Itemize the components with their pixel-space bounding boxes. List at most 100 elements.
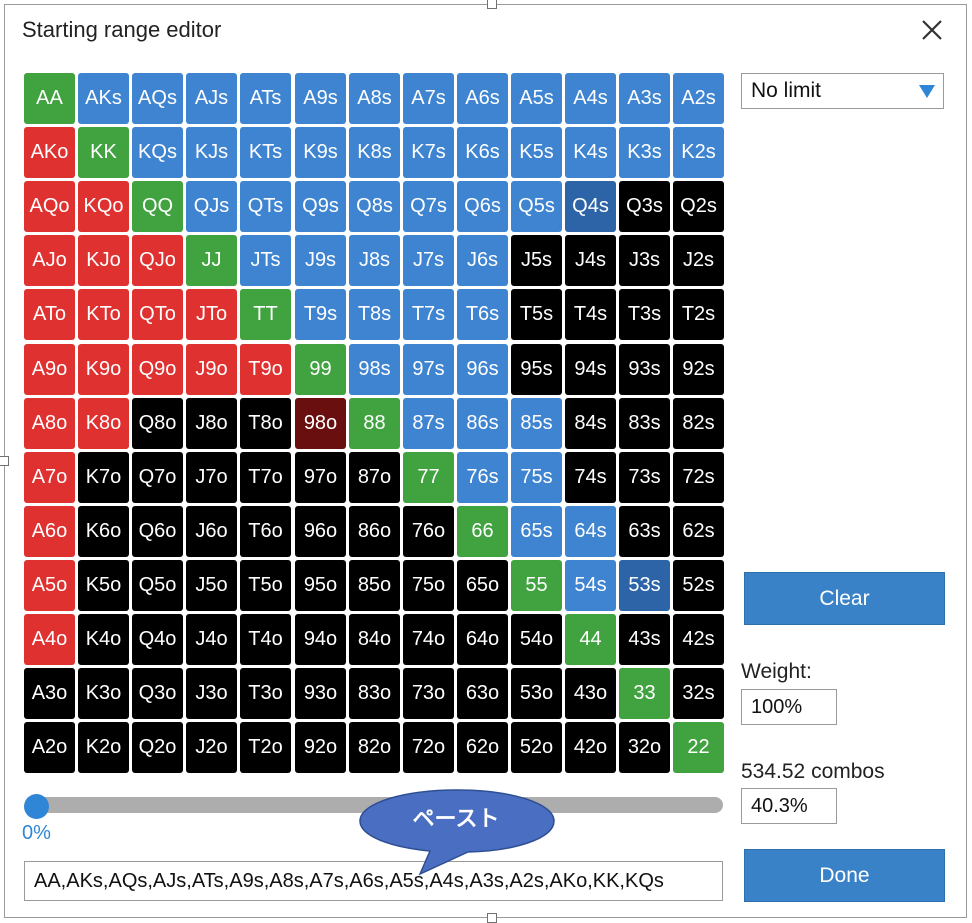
hand-cell[interactable]: 44 — [565, 614, 616, 665]
hand-cell[interactable]: Q8s — [349, 181, 400, 232]
hand-cell[interactable]: 95s — [511, 344, 562, 395]
hand-cell[interactable]: 42o — [565, 722, 616, 773]
hand-cell[interactable]: 53s — [619, 560, 670, 611]
hand-cell[interactable]: AJo — [24, 235, 75, 286]
hand-cell[interactable]: J3o — [186, 668, 237, 719]
hand-cell[interactable]: Q5o — [132, 560, 183, 611]
hand-cell[interactable]: A2o — [24, 722, 75, 773]
hand-cell[interactable]: 32o — [619, 722, 670, 773]
hand-cell[interactable]: T5s — [511, 289, 562, 340]
hand-cell[interactable]: 75s — [511, 452, 562, 503]
hand-cell[interactable]: QJs — [186, 181, 237, 232]
hand-cell[interactable]: K4s — [565, 127, 616, 178]
hand-cell[interactable]: 85o — [349, 560, 400, 611]
hand-cell[interactable]: 86s — [457, 398, 508, 449]
hand-cell[interactable]: KJs — [186, 127, 237, 178]
hand-cell[interactable]: T4o — [240, 614, 291, 665]
hand-cell[interactable]: 64o — [457, 614, 508, 665]
hand-cell[interactable]: T8s — [349, 289, 400, 340]
hand-cell[interactable]: A6o — [24, 506, 75, 557]
hand-cell[interactable]: 74o — [403, 614, 454, 665]
hand-cell[interactable]: 62o — [457, 722, 508, 773]
hand-cell[interactable]: A8o — [24, 398, 75, 449]
hand-cell[interactable]: 76o — [403, 506, 454, 557]
hand-cell[interactable]: KTs — [240, 127, 291, 178]
hand-cell[interactable]: T2o — [240, 722, 291, 773]
hand-cell[interactable]: 82s — [673, 398, 724, 449]
hand-cell[interactable]: 43s — [619, 614, 670, 665]
hand-cell[interactable]: K9s — [295, 127, 346, 178]
hand-cell[interactable]: 85s — [511, 398, 562, 449]
done-button[interactable]: Done — [744, 849, 945, 902]
hand-cell[interactable]: J4o — [186, 614, 237, 665]
hand-cell[interactable]: Q8o — [132, 398, 183, 449]
hand-cell[interactable]: T4s — [565, 289, 616, 340]
hand-cell[interactable]: Q9s — [295, 181, 346, 232]
hand-cell[interactable]: 83o — [349, 668, 400, 719]
hand-cell[interactable]: 95o — [295, 560, 346, 611]
hand-cell[interactable]: KQo — [78, 181, 129, 232]
hand-cell[interactable]: A5s — [511, 73, 562, 124]
hand-cell[interactable]: AJs — [186, 73, 237, 124]
hand-cell[interactable]: 65o — [457, 560, 508, 611]
hand-cell[interactable]: A3o — [24, 668, 75, 719]
hand-cell[interactable]: AQs — [132, 73, 183, 124]
hand-cell[interactable]: 66 — [457, 506, 508, 557]
hand-cell[interactable]: 96o — [295, 506, 346, 557]
game-type-select[interactable]: No limit — [741, 73, 944, 109]
hand-cell[interactable]: K3o — [78, 668, 129, 719]
hand-cell[interactable]: Q5s — [511, 181, 562, 232]
hand-cell[interactable]: 97s — [403, 344, 454, 395]
hand-cell[interactable]: 94s — [565, 344, 616, 395]
hand-cell[interactable]: Q3s — [619, 181, 670, 232]
hand-cell[interactable]: 43o — [565, 668, 616, 719]
hand-cell[interactable]: T3o — [240, 668, 291, 719]
hand-cell[interactable]: K8o — [78, 398, 129, 449]
hand-cell[interactable]: A4o — [24, 614, 75, 665]
hand-cell[interactable]: 64s — [565, 506, 616, 557]
hand-cell[interactable]: 42s — [673, 614, 724, 665]
hand-cell[interactable]: T6o — [240, 506, 291, 557]
hand-cell[interactable]: K7s — [403, 127, 454, 178]
hand-cell[interactable]: 93o — [295, 668, 346, 719]
hand-cell[interactable]: 73o — [403, 668, 454, 719]
hand-cell[interactable]: KTo — [78, 289, 129, 340]
hand-cell[interactable]: A4s — [565, 73, 616, 124]
hand-cell[interactable]: JJ — [186, 235, 237, 286]
hand-cell[interactable]: J8o — [186, 398, 237, 449]
hand-cell[interactable]: 22 — [673, 722, 724, 773]
hand-cell[interactable]: 74s — [565, 452, 616, 503]
hand-cell[interactable]: ATs — [240, 73, 291, 124]
hand-cell[interactable]: 84o — [349, 614, 400, 665]
hand-cell[interactable]: Q7s — [403, 181, 454, 232]
hand-cell[interactable]: ATo — [24, 289, 75, 340]
hand-cell[interactable]: K4o — [78, 614, 129, 665]
resize-handle-top[interactable] — [487, 0, 497, 9]
hand-cell[interactable]: QTo — [132, 289, 183, 340]
hand-cell[interactable]: K9o — [78, 344, 129, 395]
hand-cell[interactable]: A7o — [24, 452, 75, 503]
hand-cell[interactable]: 72o — [403, 722, 454, 773]
hand-cell[interactable]: 87s — [403, 398, 454, 449]
hand-cell[interactable]: T7s — [403, 289, 454, 340]
hand-cell[interactable]: 86o — [349, 506, 400, 557]
hand-cell[interactable]: J3s — [619, 235, 670, 286]
weight-input[interactable]: 100% — [741, 689, 837, 725]
hand-cell[interactable]: K8s — [349, 127, 400, 178]
hand-cell[interactable]: J2s — [673, 235, 724, 286]
hand-cell[interactable]: 94o — [295, 614, 346, 665]
hand-cell[interactable]: 62s — [673, 506, 724, 557]
hand-cell[interactable]: 63o — [457, 668, 508, 719]
hand-cell[interactable]: 52o — [511, 722, 562, 773]
hand-cell[interactable]: T5o — [240, 560, 291, 611]
hand-cell[interactable]: 76s — [457, 452, 508, 503]
hand-cell[interactable]: A9s — [295, 73, 346, 124]
hand-cell[interactable]: Q2s — [673, 181, 724, 232]
hand-cell[interactable]: 73s — [619, 452, 670, 503]
hand-cell[interactable]: 63s — [619, 506, 670, 557]
range-text-input[interactable]: AA,AKs,AQs,AJs,ATs,A9s,A8s,A7s,A6s,A5s,A… — [24, 861, 723, 901]
hand-cell[interactable]: 65s — [511, 506, 562, 557]
hand-cell[interactable]: T2s — [673, 289, 724, 340]
hand-cell[interactable]: JTo — [186, 289, 237, 340]
hand-cell[interactable]: Q6o — [132, 506, 183, 557]
